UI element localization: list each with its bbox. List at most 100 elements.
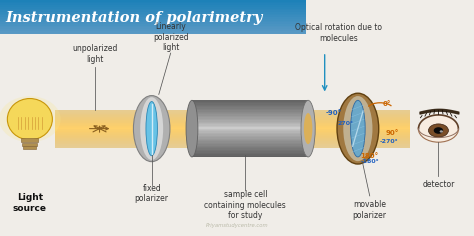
Bar xyxy=(55,124,410,125)
Ellipse shape xyxy=(428,124,448,137)
Ellipse shape xyxy=(9,99,51,139)
Text: fixed
polarizer: fixed polarizer xyxy=(135,184,169,203)
Bar xyxy=(55,115,410,116)
Text: 0°: 0° xyxy=(383,101,392,107)
Bar xyxy=(192,148,308,150)
Ellipse shape xyxy=(8,99,52,140)
Bar xyxy=(0,7,306,8)
Bar xyxy=(192,140,308,141)
Ellipse shape xyxy=(9,100,50,139)
Bar xyxy=(192,117,308,119)
Bar xyxy=(192,134,308,136)
Ellipse shape xyxy=(0,96,61,142)
Ellipse shape xyxy=(9,99,51,139)
Bar xyxy=(0,17,306,19)
Bar xyxy=(192,106,308,107)
Text: Optical rotation due to
molecules: Optical rotation due to molecules xyxy=(295,23,383,43)
Text: -180°: -180° xyxy=(360,159,379,164)
Bar xyxy=(0,21,306,22)
Bar xyxy=(0,26,306,27)
Bar xyxy=(55,147,410,148)
Bar xyxy=(55,112,410,113)
Text: 180°: 180° xyxy=(361,153,379,159)
Bar xyxy=(192,123,308,124)
Bar xyxy=(55,132,410,133)
Bar xyxy=(0,10,306,12)
Bar xyxy=(55,120,410,121)
Bar xyxy=(55,123,410,124)
Bar xyxy=(55,111,410,112)
Ellipse shape xyxy=(440,130,443,133)
Bar xyxy=(192,141,308,143)
Bar xyxy=(192,133,308,134)
Bar xyxy=(21,138,38,142)
Ellipse shape xyxy=(8,99,53,140)
Bar xyxy=(0,19,306,21)
Bar xyxy=(192,129,308,130)
Bar xyxy=(0,29,306,31)
Text: movable
polarizer: movable polarizer xyxy=(353,200,387,220)
Bar xyxy=(192,147,308,148)
Bar xyxy=(192,131,308,133)
Bar xyxy=(55,131,410,132)
Bar xyxy=(55,140,410,141)
Text: Priyamstudycentre.com: Priyamstudycentre.com xyxy=(206,223,268,228)
Text: unpolarized
light: unpolarized light xyxy=(72,44,118,64)
Bar xyxy=(55,142,410,143)
Bar xyxy=(0,4,306,5)
Ellipse shape xyxy=(8,99,52,139)
Bar xyxy=(0,22,306,24)
Bar xyxy=(192,112,308,113)
Bar xyxy=(192,136,308,137)
Bar xyxy=(55,145,410,146)
Bar xyxy=(55,118,410,119)
Ellipse shape xyxy=(8,99,52,139)
Bar xyxy=(55,117,410,118)
Bar xyxy=(192,151,308,153)
Bar xyxy=(55,143,410,144)
Bar xyxy=(55,141,410,142)
Text: Light
source: Light source xyxy=(13,193,47,213)
Text: detector: detector xyxy=(422,180,455,189)
Bar xyxy=(55,129,410,130)
Bar xyxy=(0,33,306,34)
Bar xyxy=(192,130,308,131)
Ellipse shape xyxy=(9,99,50,139)
Text: Linearly
polarized
light: Linearly polarized light xyxy=(153,22,189,52)
Ellipse shape xyxy=(9,99,50,139)
Ellipse shape xyxy=(9,99,51,139)
Text: -270°: -270° xyxy=(379,139,398,144)
Bar xyxy=(0,2,306,3)
Ellipse shape xyxy=(343,96,373,161)
Bar xyxy=(192,116,308,117)
Ellipse shape xyxy=(301,100,315,157)
Bar xyxy=(192,137,308,139)
Bar xyxy=(192,153,308,154)
Ellipse shape xyxy=(337,93,379,164)
Ellipse shape xyxy=(8,99,52,139)
Bar xyxy=(55,135,410,136)
Bar xyxy=(0,8,306,10)
Bar xyxy=(192,114,308,116)
Bar xyxy=(55,114,410,115)
Ellipse shape xyxy=(8,99,53,140)
Bar xyxy=(55,144,410,145)
Bar xyxy=(55,134,410,135)
Ellipse shape xyxy=(8,99,52,140)
Bar xyxy=(55,110,410,111)
Bar xyxy=(192,107,308,109)
Ellipse shape xyxy=(134,96,170,162)
Bar xyxy=(192,146,308,147)
Bar xyxy=(192,143,308,144)
Bar xyxy=(55,130,410,131)
Bar xyxy=(192,113,308,114)
Bar xyxy=(192,110,308,112)
Bar xyxy=(55,113,410,114)
Bar xyxy=(55,122,410,123)
Text: 270°: 270° xyxy=(338,121,354,126)
Ellipse shape xyxy=(9,99,51,139)
Bar xyxy=(192,102,308,103)
Bar xyxy=(0,24,306,26)
Ellipse shape xyxy=(8,99,52,140)
Bar xyxy=(55,139,410,140)
